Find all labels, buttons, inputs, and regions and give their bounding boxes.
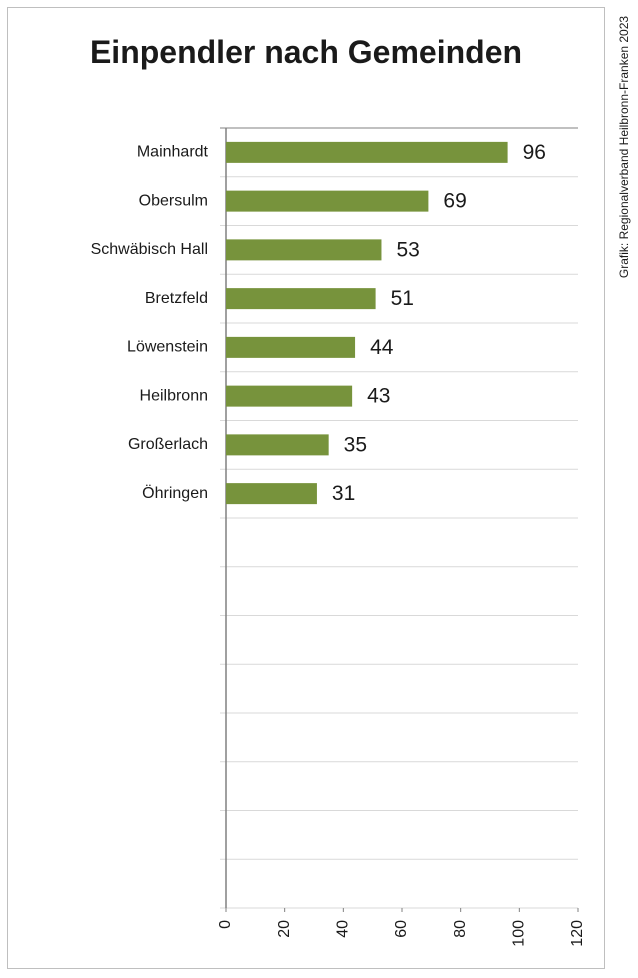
- bar: [226, 483, 317, 505]
- chart-title: Einpendler nach Gemeinden: [89, 34, 523, 70]
- data-label: 51: [391, 287, 414, 310]
- category-label: Öhringen: [142, 484, 208, 502]
- x-tick-label: 20: [276, 920, 293, 938]
- category-label: Mainhardt: [137, 144, 209, 161]
- category-label: Heilbronn: [140, 387, 208, 404]
- data-label: 35: [344, 433, 367, 456]
- data-label: 31: [332, 482, 355, 505]
- bar: [226, 336, 356, 358]
- category-label: Löwenstein: [127, 339, 208, 356]
- data-label: 53: [396, 238, 419, 261]
- category-label: Schwäbisch Hall: [91, 241, 208, 258]
- bar: [226, 190, 429, 212]
- data-label: 69: [443, 190, 466, 213]
- bar: [226, 141, 508, 163]
- x-tick-label: 0: [217, 920, 234, 929]
- bar: [226, 385, 353, 407]
- x-tick-label: 80: [452, 920, 469, 938]
- data-label: 44: [370, 336, 394, 359]
- x-tick-label: 40: [335, 920, 352, 938]
- category-label: Obersulm: [139, 192, 208, 209]
- data-label: 43: [367, 385, 390, 408]
- category-label: Großerlach: [128, 436, 208, 453]
- data-label: 96: [523, 141, 546, 164]
- bar: [226, 288, 376, 310]
- x-tick-label: 60: [393, 920, 410, 938]
- x-tick-label: 120: [569, 920, 586, 947]
- bar: [226, 434, 329, 456]
- x-tick-label: 100: [511, 920, 528, 947]
- category-label: Bretzfeld: [145, 290, 208, 307]
- bar: [226, 239, 382, 261]
